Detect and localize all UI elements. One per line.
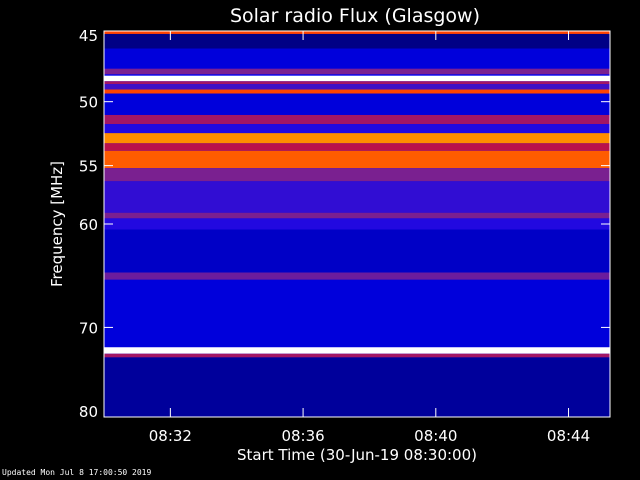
- spectrogram-plot-area: [104, 31, 610, 417]
- frequency-band-17: [104, 218, 610, 230]
- x-tick-label-2: 08:40: [414, 427, 457, 445]
- x-axis-label: Start Time (30-Jun-19 08:30:00): [237, 446, 477, 464]
- frequency-band-22: [104, 353, 610, 358]
- y-tick-label-5: 80: [79, 403, 98, 421]
- y-tick-label-4: 70: [79, 319, 98, 337]
- updated-timestamp: Updated Mon Jul 8 17:00:50 2019: [2, 468, 152, 477]
- frequency-band-11: [104, 133, 610, 144]
- frequency-band-21: [104, 347, 610, 354]
- frequency-band-20: [104, 279, 610, 348]
- frequency-band-13: [104, 150, 610, 169]
- frequency-band-12: [104, 143, 610, 151]
- frequency-band-1: [104, 33, 610, 49]
- x-tick-label-0: 08:32: [149, 427, 192, 445]
- frequency-band-16: [104, 212, 610, 219]
- chart-title: Solar radio Flux (Glasgow): [230, 5, 480, 27]
- y-tick-label-2: 55: [79, 158, 98, 176]
- frequency-band-18: [104, 229, 610, 273]
- frequency-band-2: [104, 48, 610, 69]
- y-axis-label: Frequency [MHz]: [48, 161, 66, 287]
- frequency-band-8: [104, 93, 610, 115]
- frequency-band-3: [104, 68, 610, 75]
- frequency-band-6: [104, 84, 610, 90]
- frequency-band-19: [104, 272, 610, 280]
- frequency-band-10: [104, 124, 610, 134]
- y-tick-label-0: 45: [79, 27, 98, 45]
- frequency-band-23: [104, 357, 610, 417]
- y-tick-label-1: 50: [79, 94, 98, 112]
- x-tick-label-1: 08:36: [281, 427, 324, 445]
- y-tick-label-3: 60: [79, 216, 98, 234]
- frequency-band-15: [104, 181, 610, 213]
- frequency-band-14: [104, 168, 610, 182]
- frequency-band-4: [104, 75, 610, 82]
- frequency-band-7: [104, 89, 610, 94]
- frequency-band-5: [104, 81, 610, 85]
- x-tick-label-3: 08:44: [547, 427, 590, 445]
- frequency-band-9: [104, 114, 610, 125]
- frequency-band-0: [104, 31, 610, 34]
